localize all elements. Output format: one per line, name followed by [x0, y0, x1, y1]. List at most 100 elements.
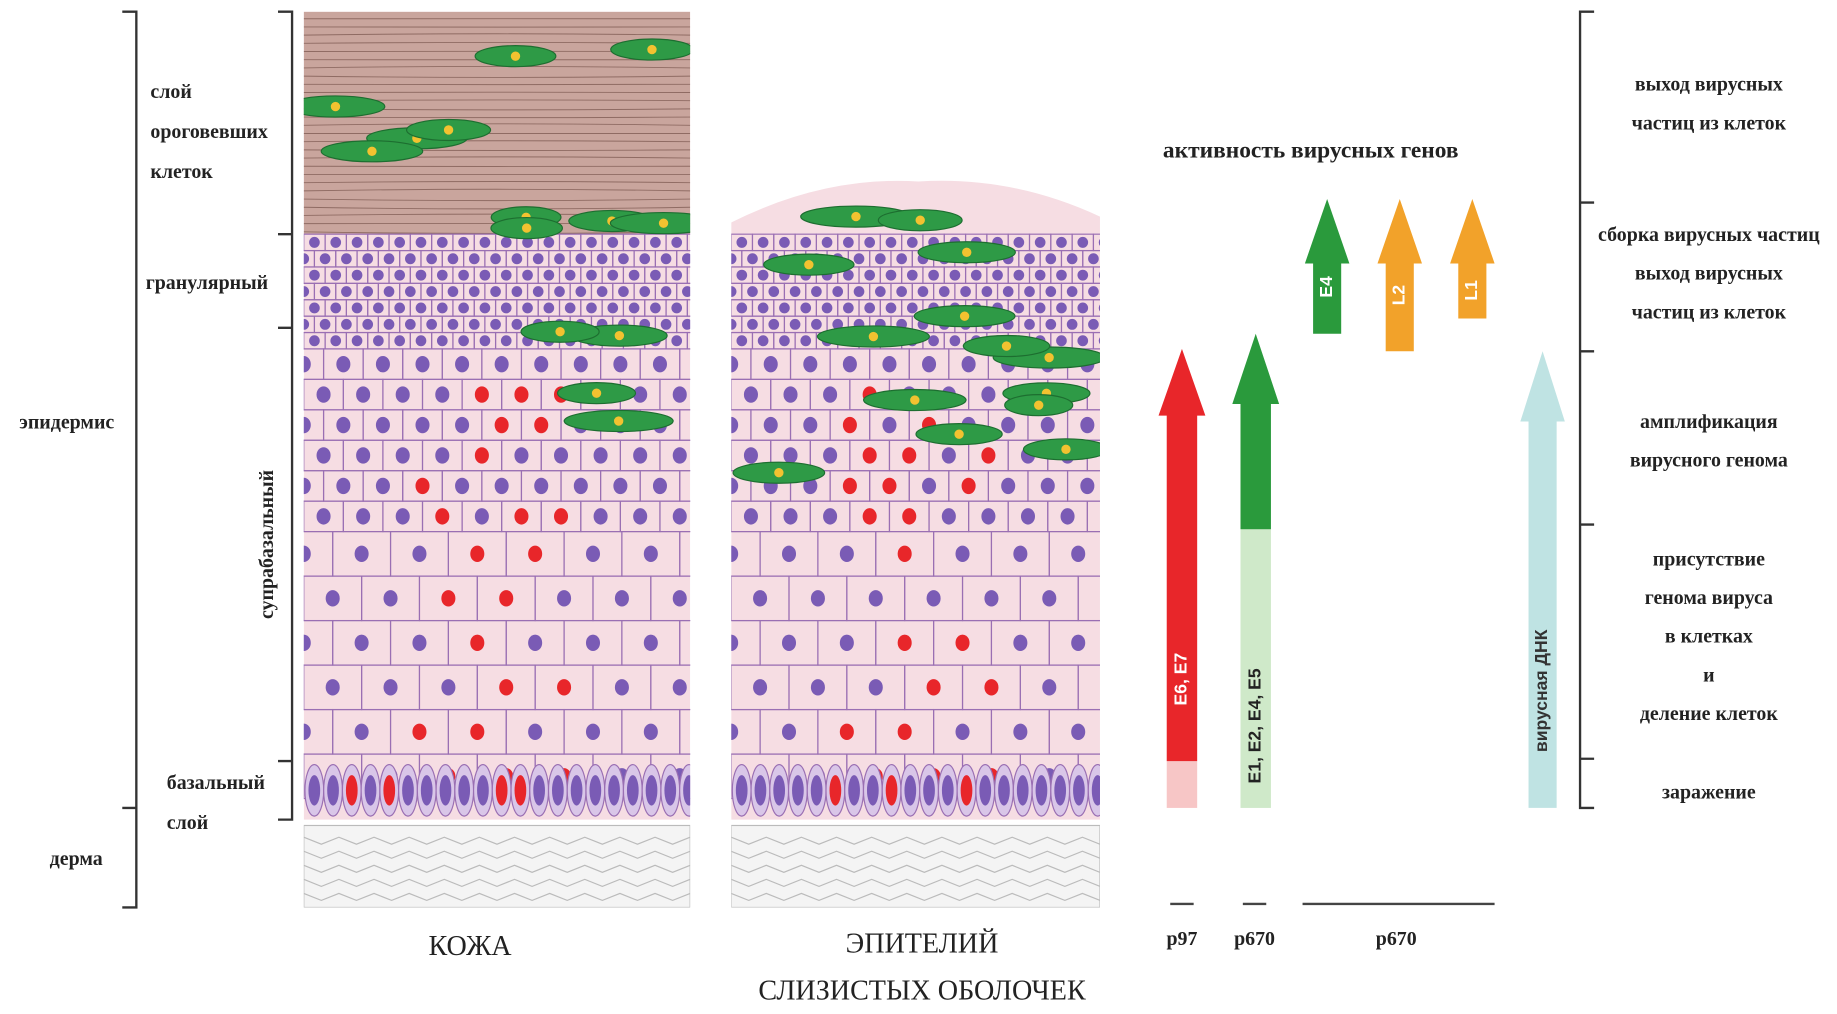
nucleus	[821, 236, 833, 248]
nucleus	[693, 335, 704, 346]
nucleus	[316, 447, 331, 464]
nucleus	[1098, 335, 1100, 347]
virion	[443, 125, 454, 135]
nucleus	[736, 335, 748, 347]
nucleus	[1042, 590, 1057, 607]
nucleus	[682, 318, 691, 330]
nucleus	[354, 634, 369, 652]
nucleus	[405, 253, 416, 265]
nucleus	[650, 302, 661, 314]
nucleus	[789, 286, 801, 298]
stage-label: генома вируса	[1645, 587, 1773, 609]
arrow-label: E1, E2, E4, E5	[1244, 668, 1264, 783]
nucleus	[823, 447, 838, 464]
basal-nucleus	[608, 775, 620, 806]
nucleus	[652, 477, 667, 495]
nucleus	[843, 236, 854, 248]
layer-bracket	[278, 10, 294, 821]
nucleus	[303, 416, 311, 434]
nucleus	[613, 355, 628, 373]
nucleus	[671, 269, 683, 281]
arrow-label: E4	[1316, 276, 1336, 298]
basal-nucleus	[941, 775, 954, 806]
virion	[1061, 444, 1071, 455]
nucleus	[1071, 723, 1086, 741]
stage-bracket	[1578, 10, 1595, 810]
nucleus	[1024, 253, 1035, 265]
nucleus	[351, 236, 363, 248]
nucleus	[1100, 447, 1114, 463]
nucleus	[1077, 269, 1089, 281]
nucleus	[897, 545, 912, 563]
nucleus	[383, 286, 395, 298]
corneum-line	[303, 75, 691, 78]
cell	[679, 531, 691, 577]
nucleus	[330, 335, 342, 347]
promoter-label: p670	[1376, 928, 1417, 950]
nucleus	[1001, 416, 1016, 434]
nucleus	[868, 590, 883, 607]
nucleus	[362, 253, 374, 265]
nucleus	[586, 302, 597, 314]
basal-nucleus	[589, 775, 602, 806]
nucleus	[1001, 477, 1016, 495]
dermis-fiber	[731, 864, 1100, 873]
arrow: E1, E2, E4, E5	[1232, 333, 1280, 808]
nucleus	[639, 286, 651, 298]
nucleus	[500, 236, 512, 248]
basal-nucleus	[458, 775, 471, 806]
nucleus	[319, 318, 331, 330]
nucleus	[494, 355, 509, 373]
nucleus	[511, 253, 523, 265]
nucleus	[607, 269, 619, 281]
nucleus	[500, 269, 512, 281]
nucleus	[394, 335, 406, 347]
nucleus	[554, 253, 565, 265]
nucleus	[731, 634, 739, 652]
nucleus	[839, 634, 854, 652]
nucleus	[800, 302, 812, 314]
nucleus	[702, 635, 716, 651]
nucleus	[351, 269, 363, 281]
dermis-fiber	[731, 850, 1100, 859]
basal-nucleus	[420, 775, 433, 806]
nucleus	[458, 335, 469, 347]
nucleus	[303, 545, 311, 563]
nucleus	[479, 269, 491, 281]
nucleus	[643, 723, 658, 741]
corneum-line	[303, 123, 691, 126]
nucleus	[341, 286, 352, 298]
nucleus	[325, 590, 340, 607]
nucleus	[564, 269, 576, 281]
nucleus	[1098, 269, 1100, 281]
nucleus	[992, 269, 1003, 281]
nucleus	[412, 545, 427, 563]
nucleus	[693, 237, 704, 248]
nucleus	[885, 302, 897, 314]
nucleus	[415, 416, 430, 434]
nucleus	[441, 590, 456, 607]
nucleus	[1098, 236, 1100, 248]
nucleus	[554, 286, 565, 298]
stage-label: выход вирусных	[1635, 263, 1783, 285]
nucleus	[800, 335, 812, 347]
nucleus	[607, 236, 619, 248]
dermis-fiber	[303, 878, 691, 888]
basal-nucleus	[664, 775, 677, 806]
nucleus	[303, 723, 311, 741]
nucleus	[682, 286, 691, 298]
nucleus	[474, 386, 489, 403]
nucleus	[843, 269, 854, 281]
nucleus	[436, 236, 448, 248]
nucleus	[885, 236, 897, 248]
nucleus	[553, 447, 569, 464]
nucleus	[573, 477, 588, 495]
nucleus	[938, 286, 950, 298]
nucleus	[514, 386, 529, 403]
virion	[910, 395, 920, 405]
stage-label: частиц из клеток	[1632, 112, 1787, 134]
nucleus	[628, 236, 640, 248]
nucleus	[468, 253, 480, 265]
nucleus	[823, 508, 838, 525]
